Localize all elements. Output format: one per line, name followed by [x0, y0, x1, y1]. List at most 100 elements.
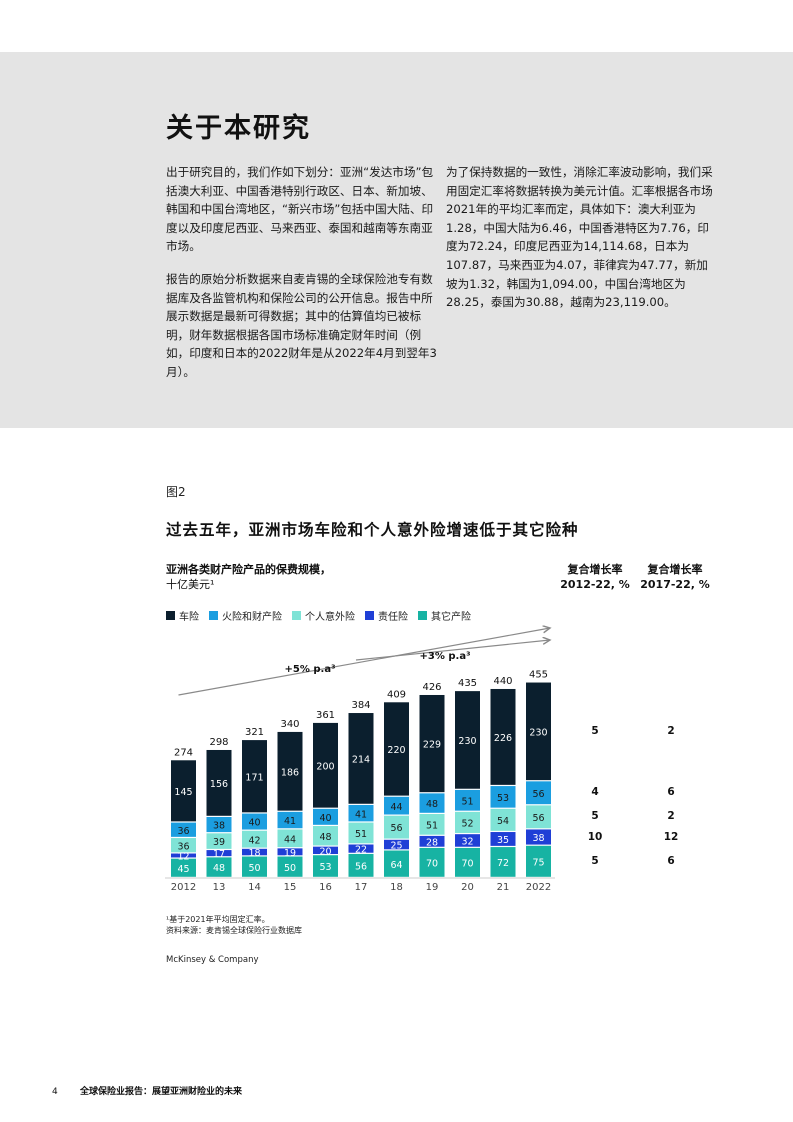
segment-label: 70: [461, 858, 473, 869]
segment-label: 171: [245, 772, 263, 783]
legend-item-personal-accident: 个人意外险: [292, 608, 355, 623]
bar-segment: [206, 857, 232, 877]
cagr-header-2012-22-line2: 2012-22, %: [560, 578, 630, 591]
total-label: 435: [458, 678, 477, 689]
legend-item-other: 其它产险: [418, 608, 471, 623]
bar-segment: [277, 829, 303, 848]
legend-swatch: [292, 611, 301, 620]
footnote-exchange: ¹基于2021年平均固定汇率。: [166, 915, 270, 924]
segment-label: 70: [426, 858, 438, 869]
x-tick-label: 17: [355, 882, 368, 893]
bar-segment: [313, 855, 338, 877]
bar-segment: [419, 694, 445, 793]
cagr-value: 10: [587, 830, 603, 843]
page-footer: 4 全球保险业报告：展望亚洲财险业的未来: [52, 1084, 242, 1097]
bar-segment: [277, 848, 303, 856]
cagr-value: 12: [663, 830, 679, 843]
segment-label: 17: [213, 849, 225, 860]
segment-label: 42: [248, 835, 260, 846]
legend-swatch: [365, 611, 374, 620]
segment-label: 230: [458, 736, 476, 747]
growth-annotation: +3% p.a³: [420, 651, 471, 662]
bar-segment: [526, 845, 551, 877]
segment-label: 44: [284, 834, 296, 845]
bar-segment: [348, 844, 374, 853]
cagr-header-2017-22: 复合增长率 2017-22, %: [640, 562, 710, 592]
paragraph-data-source: 报告的原始分析数据来自麦肯锡的全球保险池专有数据库及各监管机构和保险公司的公开信…: [166, 271, 437, 379]
total-label: 298: [209, 737, 228, 748]
segment-label: 41: [284, 816, 296, 827]
cagr-value: 5: [591, 810, 599, 823]
cagr-value: 5: [591, 724, 599, 737]
segment-label: 38: [532, 833, 544, 844]
x-tick-label: 16: [319, 882, 332, 893]
segment-label: 12: [177, 852, 189, 863]
total-label: 274: [174, 747, 193, 758]
segment-label: 40: [248, 818, 260, 829]
segment-label: 220: [387, 745, 405, 756]
total-label: 361: [316, 710, 335, 721]
growth-annotation: +5% p.a³: [285, 664, 336, 675]
bar-segment: [384, 850, 409, 877]
segment-label: 145: [174, 787, 192, 798]
legend-item-liability: 责任险: [365, 608, 408, 623]
bar-segment: [171, 760, 196, 822]
segment-label: 56: [390, 823, 402, 834]
legend-label: 个人意外险: [305, 612, 355, 623]
total-label: 455: [529, 670, 548, 681]
chart-title: 过去五年，亚洲市场车险和个人意外险增速低于其它险种: [166, 521, 579, 539]
segment-label: 51: [355, 829, 367, 840]
segment-label: 52: [461, 819, 473, 830]
segment-label: 50: [284, 863, 296, 874]
growth-arrow: [355, 640, 550, 661]
segment-label: 56: [532, 789, 544, 800]
bar-segment: [455, 834, 480, 847]
segment-label: 53: [319, 862, 331, 873]
bar-segment: [490, 847, 516, 877]
paragraph-segmentation: 出于研究目的，我们作如下划分：亚洲“发达市场”包括澳大利亚、中国香港特别行政区、…: [166, 165, 434, 254]
bar-segment: [526, 781, 551, 805]
segment-label: 38: [213, 821, 225, 832]
segment-label: 36: [177, 826, 189, 837]
cagr-value: 2: [667, 724, 675, 737]
legend-swatch: [209, 611, 218, 620]
bar-segment: [455, 789, 480, 811]
growth-arrow: [178, 628, 551, 696]
bar-segment: [206, 850, 232, 857]
legend-swatch: [166, 611, 175, 620]
segment-label: 25: [390, 841, 402, 852]
chart-legend: 车险 火险和财产险 个人意外险 责任险 其它产险: [166, 608, 471, 623]
bar-segment: [490, 786, 516, 808]
bar-segment: [313, 826, 338, 846]
brand-credit: McKinsey & Company: [166, 955, 259, 965]
segment-label: 45: [177, 864, 189, 875]
footnote-source: 资料来源：麦肯锡全球保险行业数据库: [166, 926, 302, 935]
total-label: 426: [422, 682, 441, 693]
cagr-header-2012-22: 复合增长率 2012-22, %: [560, 562, 630, 592]
segment-label: 200: [316, 761, 334, 772]
bar-segment: [277, 731, 303, 811]
segment-label: 214: [352, 755, 370, 766]
bar-segment: [348, 804, 374, 822]
bar-segment: [277, 811, 303, 829]
legend-swatch: [418, 611, 427, 620]
x-tick-label: 13: [213, 882, 226, 893]
segment-label: 44: [390, 802, 402, 813]
total-label: 340: [280, 719, 299, 730]
segment-label: 226: [494, 733, 512, 744]
bar-segment: [171, 822, 196, 837]
segment-label: 186: [281, 767, 299, 778]
segment-label: 18: [248, 848, 260, 859]
total-label: 409: [387, 689, 406, 700]
bar-segment: [490, 832, 516, 846]
bar-segment: [171, 858, 196, 877]
segment-label: 28: [426, 837, 438, 848]
bar-segment: [313, 808, 338, 825]
bar-segment: [490, 808, 516, 831]
total-label: 440: [493, 676, 512, 687]
cagr-value: 5: [591, 854, 599, 867]
x-tick-label: 2022: [526, 882, 551, 893]
footnote: ¹基于2021年平均固定汇率。 资料来源：麦肯锡全球保险行业数据库: [166, 914, 302, 936]
x-tick-label: 19: [426, 882, 439, 893]
cagr-header-2012-22-line1: 复合增长率: [567, 563, 623, 576]
